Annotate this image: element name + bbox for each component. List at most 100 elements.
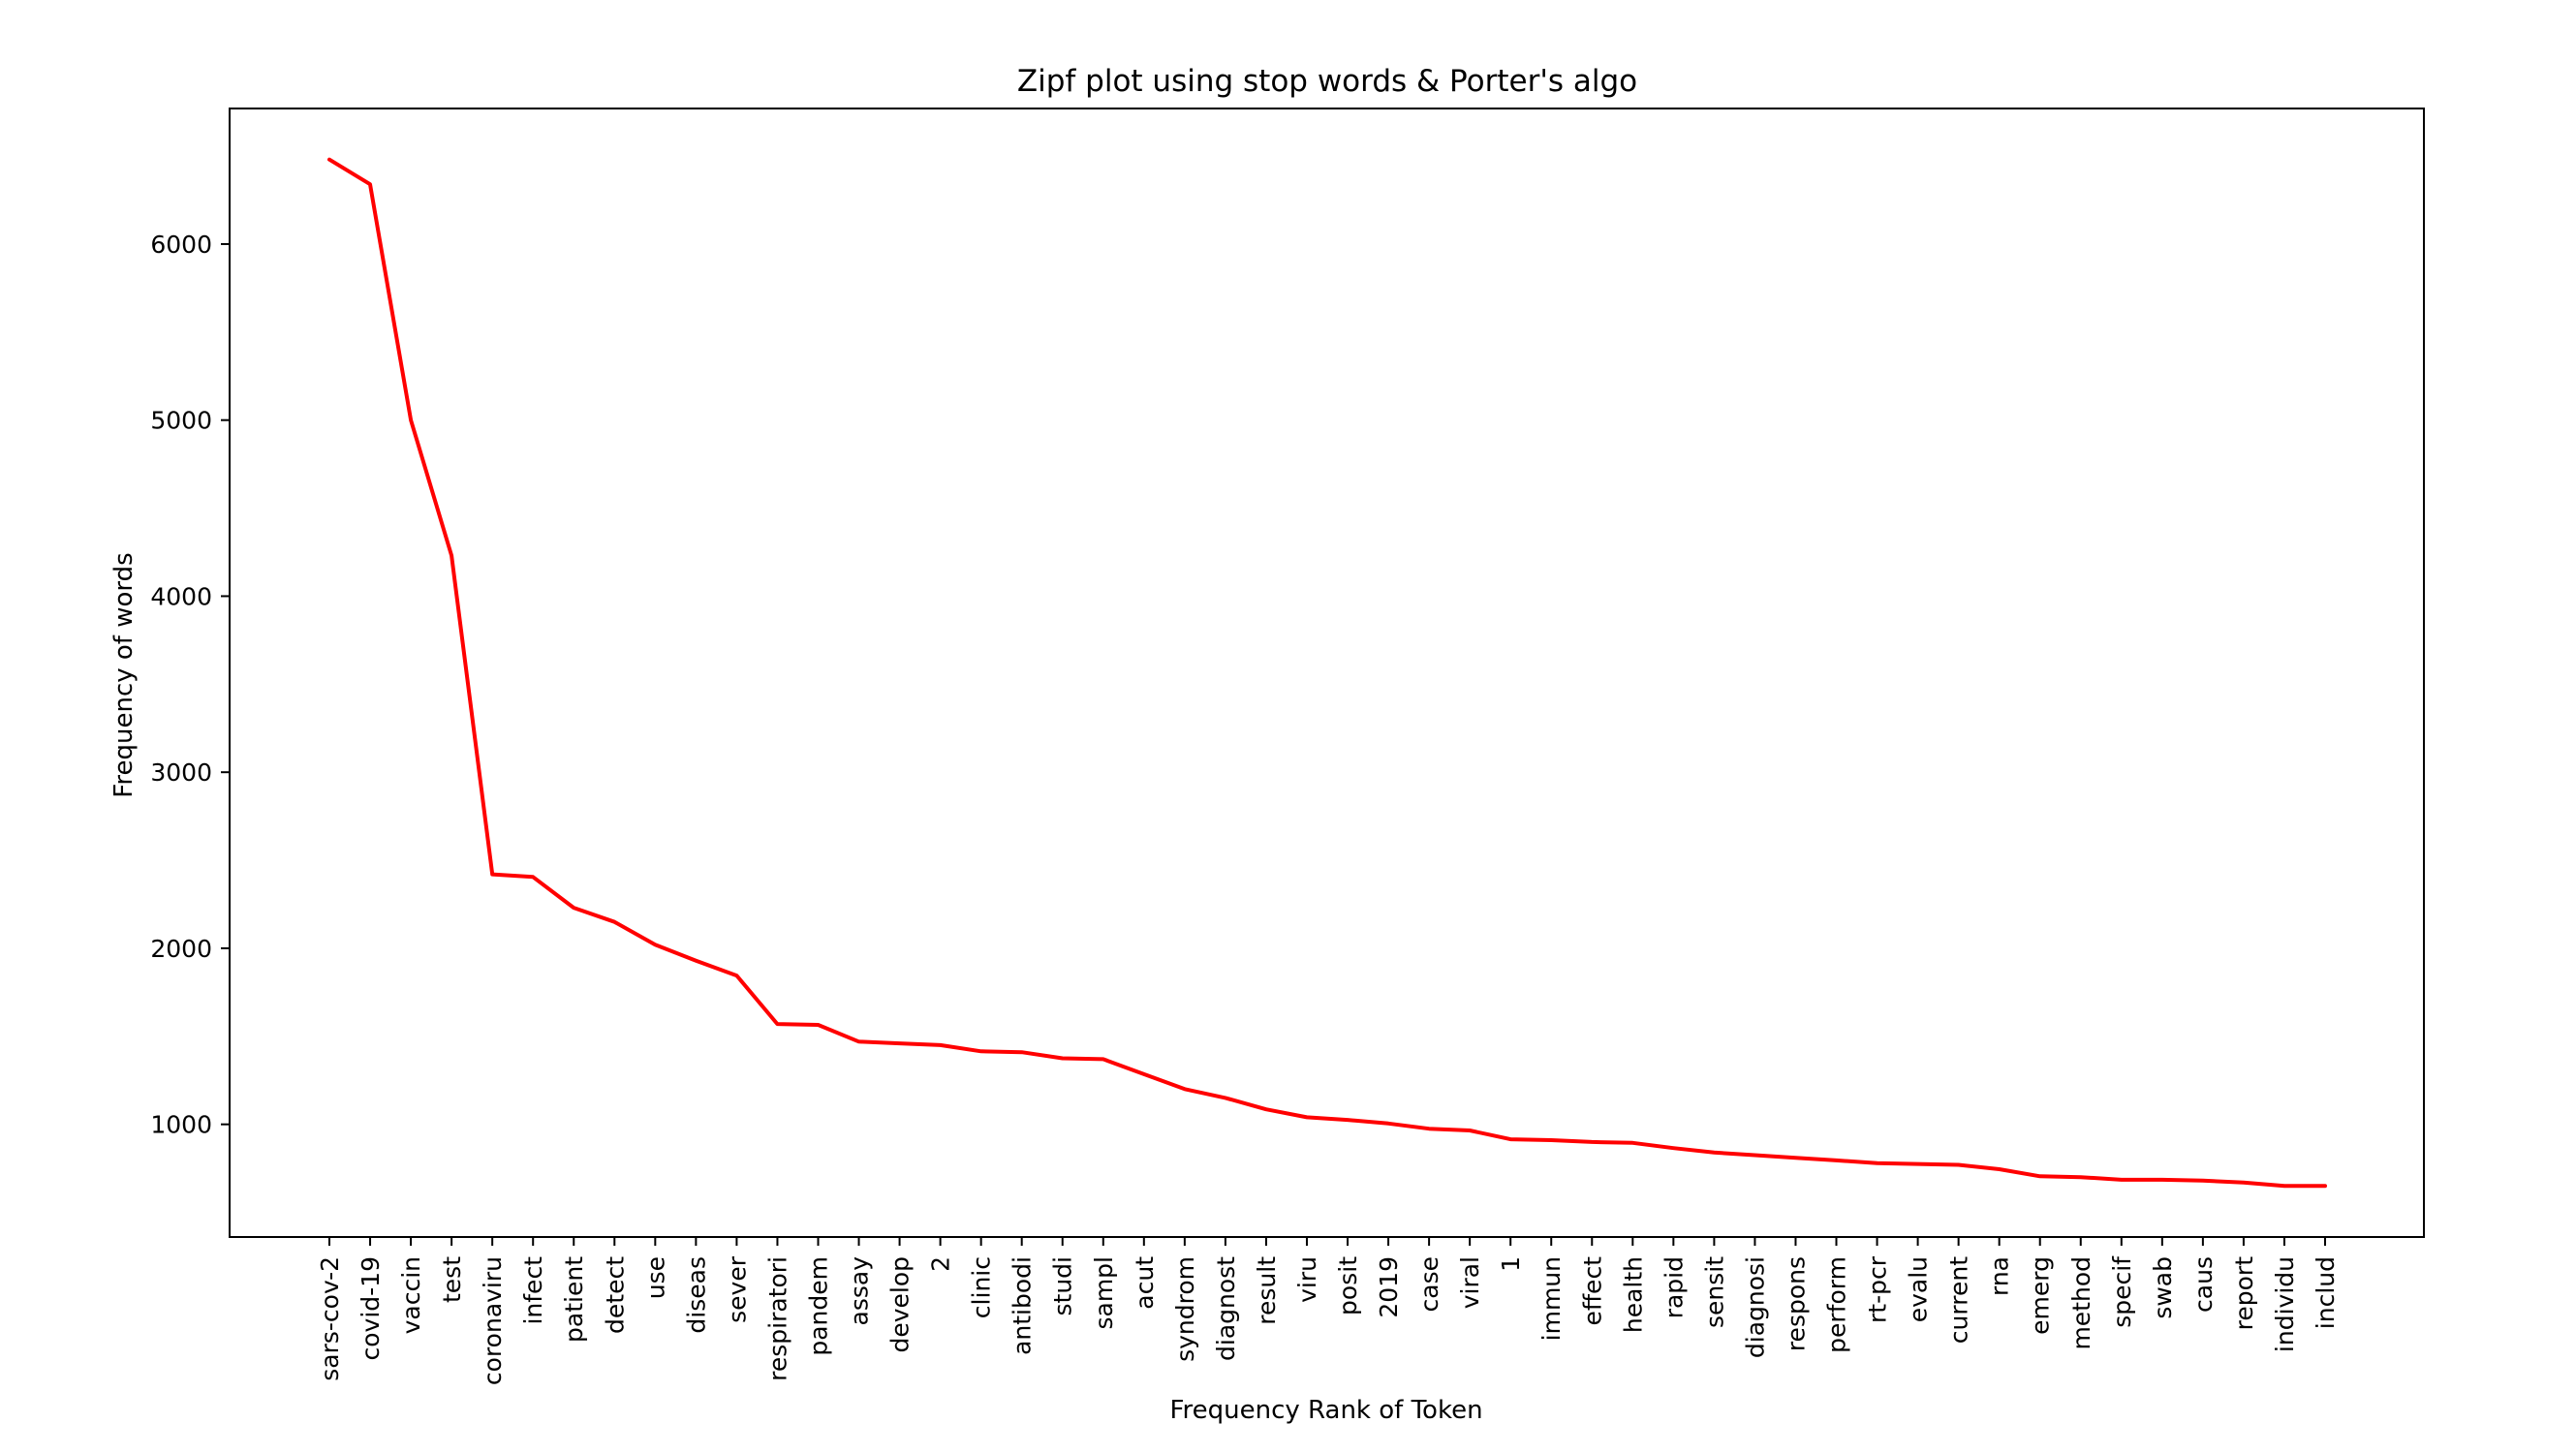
data-point bbox=[898, 1041, 902, 1045]
data-point bbox=[368, 182, 372, 186]
data-point bbox=[2323, 1184, 2327, 1188]
data-point bbox=[734, 974, 738, 977]
x-tick-label: posit bbox=[1334, 1256, 1362, 1315]
data-point bbox=[1305, 1115, 1309, 1119]
x-tick-label: rt-pcr bbox=[1864, 1255, 1892, 1323]
x-tick-label: infect bbox=[519, 1256, 547, 1325]
x-tick-label: acut bbox=[1131, 1256, 1159, 1310]
x-tick-label: studi bbox=[1049, 1256, 1077, 1316]
data-point bbox=[2242, 1181, 2246, 1185]
x-tick-label: patient bbox=[560, 1256, 588, 1343]
data-point bbox=[1224, 1096, 1227, 1099]
x-tick-label: result bbox=[1253, 1256, 1281, 1325]
data-point bbox=[1468, 1129, 1472, 1132]
data-point bbox=[1712, 1151, 1716, 1155]
x-tick-label: caus bbox=[2189, 1256, 2218, 1313]
data-point bbox=[572, 906, 575, 910]
x-tick-label: viral bbox=[1456, 1256, 1484, 1309]
data-point bbox=[1549, 1138, 1553, 1142]
x-tick-label: test bbox=[438, 1256, 466, 1303]
x-tick-label: viru bbox=[1293, 1256, 1321, 1303]
x-tick-label: effect bbox=[1578, 1256, 1606, 1326]
data-point bbox=[2282, 1184, 2286, 1188]
x-tick-label: sampl bbox=[1090, 1256, 1118, 1330]
x-tick-label: swab bbox=[2149, 1256, 2177, 1319]
x-tick-label: 2019 bbox=[1375, 1256, 1403, 1318]
x-tick-label: diseas bbox=[682, 1256, 710, 1334]
x-tick-label: specif bbox=[2108, 1255, 2136, 1328]
x-tick-label: respons bbox=[1782, 1256, 1810, 1351]
data-point bbox=[939, 1043, 943, 1047]
x-tick-label: sars-cov-2 bbox=[316, 1256, 344, 1381]
data-point bbox=[1916, 1162, 1920, 1166]
data-point bbox=[1998, 1167, 2002, 1171]
data-point bbox=[1386, 1122, 1390, 1126]
x-tick-label: covid-19 bbox=[357, 1256, 385, 1360]
x-tick-label: 1 bbox=[1497, 1256, 1525, 1272]
y-tick-label: 4000 bbox=[150, 582, 212, 610]
x-tick-label: case bbox=[1415, 1256, 1443, 1312]
x-tick-label: diagnosi bbox=[1741, 1256, 1769, 1358]
x-tick-label: immun bbox=[1537, 1256, 1566, 1341]
data-point bbox=[1264, 1107, 1268, 1111]
x-tick-label: detect bbox=[601, 1256, 629, 1334]
data-point bbox=[1142, 1072, 1146, 1076]
x-tick-label: sever bbox=[723, 1255, 751, 1323]
x-tick-label: coronaviru bbox=[479, 1256, 507, 1385]
x-tick-label: evalu bbox=[1905, 1256, 1933, 1322]
data-point bbox=[1753, 1153, 1756, 1157]
plot-area: 1000 2000 3000 4000 5000 6000 sars-cov-2 covid-… bbox=[150, 108, 2425, 1385]
x-tick-label: assay bbox=[846, 1256, 874, 1326]
series-line bbox=[327, 157, 2327, 1189]
data-point bbox=[816, 1023, 820, 1027]
y-tick-label: 5000 bbox=[150, 407, 212, 435]
x-tick-label: rapid bbox=[1660, 1256, 1688, 1318]
x-tick-label: 2 bbox=[927, 1256, 955, 1272]
data-point bbox=[1835, 1159, 1839, 1162]
data-point bbox=[1590, 1140, 1594, 1144]
x-tick-label: pandem bbox=[804, 1256, 832, 1356]
x-tick-label: respiratori bbox=[763, 1256, 791, 1381]
data-point bbox=[490, 873, 494, 877]
data-point bbox=[2038, 1174, 2042, 1178]
y-tick-label: 6000 bbox=[150, 231, 212, 259]
plot-frame bbox=[229, 108, 2425, 1238]
x-tick-label: includ bbox=[2312, 1256, 2340, 1329]
data-point bbox=[1061, 1057, 1065, 1061]
data-point bbox=[612, 920, 616, 924]
data-point bbox=[2120, 1178, 2124, 1182]
y-tick-label: 1000 bbox=[150, 1111, 212, 1139]
x-tick-label: emerg bbox=[2027, 1256, 2055, 1335]
chart-title: Zipf plot using stop words & Porter's al… bbox=[1017, 64, 1637, 99]
x-tick-label: syndrom bbox=[1171, 1256, 1199, 1362]
data-point bbox=[1427, 1127, 1431, 1130]
x-tick-label: vaccin bbox=[397, 1256, 425, 1334]
data-point bbox=[979, 1049, 983, 1053]
data-point bbox=[1793, 1156, 1797, 1160]
x-tick-label: sensit bbox=[1700, 1256, 1728, 1328]
x-tick-label: use bbox=[641, 1256, 669, 1299]
data-point bbox=[857, 1039, 861, 1043]
x-tick-label: perform bbox=[1823, 1256, 1851, 1353]
x-tick-label: develop bbox=[886, 1256, 915, 1353]
x-tick-label: rna bbox=[1986, 1256, 2014, 1296]
x-tick-label: report bbox=[2230, 1256, 2258, 1331]
data-point bbox=[1508, 1137, 1512, 1141]
x-tick-label: method bbox=[2067, 1256, 2095, 1350]
y-tick-label: 3000 bbox=[150, 758, 212, 787]
data-point bbox=[694, 959, 698, 963]
data-point bbox=[1102, 1057, 1105, 1061]
x-tick-label: diagnost bbox=[1212, 1256, 1240, 1361]
data-point bbox=[653, 943, 657, 946]
x-tick-label: clinic bbox=[968, 1256, 996, 1318]
data-point bbox=[775, 1022, 779, 1026]
data-point bbox=[1346, 1118, 1350, 1122]
data-point bbox=[327, 158, 331, 162]
data-point bbox=[1876, 1161, 1879, 1165]
data-point bbox=[2160, 1178, 2164, 1182]
x-axis-title: Frequency Rank of Token bbox=[1169, 1396, 1482, 1425]
data-point bbox=[1183, 1087, 1187, 1091]
